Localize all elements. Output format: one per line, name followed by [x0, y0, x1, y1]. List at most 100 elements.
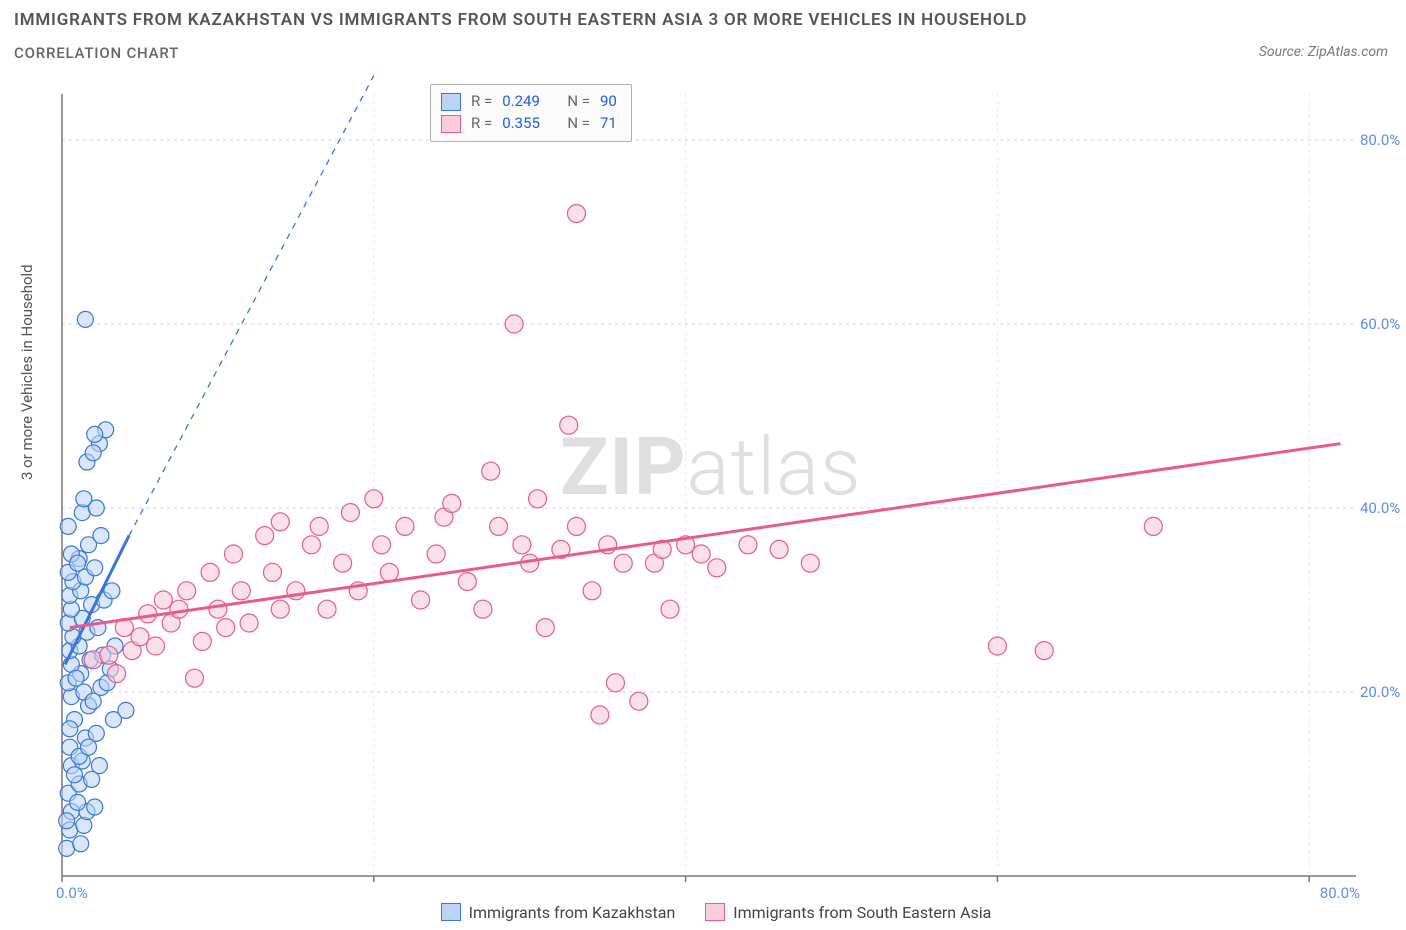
scatter-point-sea [232, 582, 250, 600]
legend-label-kz: Immigrants from Kazakhstan [469, 903, 676, 922]
scatter-point-sea [474, 600, 492, 618]
scatter-point-sea [708, 559, 726, 577]
scatter-point-kz [85, 445, 101, 461]
scatter-point-sea [170, 600, 188, 618]
scatter-point-sea [739, 536, 757, 554]
scatter-point-sea [365, 490, 383, 508]
scatter-point-sea [583, 582, 601, 600]
scatter-point-sea [427, 545, 445, 563]
scatter-point-sea [193, 632, 211, 650]
scatter-point-sea [154, 591, 172, 609]
scatter-point-sea [263, 563, 281, 581]
scatter-point-sea [201, 563, 219, 581]
scatter-point-kz [93, 528, 109, 544]
r-label: R = [471, 113, 492, 135]
scatter-point-sea [692, 545, 710, 563]
scatter-point-kz [62, 721, 78, 737]
scatter-point-sea [224, 545, 242, 563]
stats-legend-row: R = 0.249 N = 90 [441, 91, 617, 113]
svg-text:60.0%: 60.0% [1360, 315, 1400, 333]
n-value-kz: 90 [600, 91, 617, 113]
svg-text:40.0%: 40.0% [1360, 499, 1400, 517]
scatter-point-sea [606, 674, 624, 692]
scatter-point-kz [59, 813, 75, 829]
legend-label-sea: Immigrants from South Eastern Asia [733, 903, 991, 922]
scatter-point-sea [536, 619, 554, 637]
scatter-point-sea [630, 692, 648, 710]
scatter-point-kz [77, 311, 93, 327]
scatter-point-sea [1035, 642, 1053, 660]
scatter-point-sea [256, 527, 274, 545]
scatter-point-kz [70, 794, 86, 810]
scatter-point-sea [302, 536, 320, 554]
svg-text:80.0%: 80.0% [1320, 884, 1360, 902]
scatter-point-sea [443, 494, 461, 512]
scatter-point-kz [87, 560, 103, 576]
scatter-point-sea [131, 628, 149, 646]
stats-legend-row: R = 0.355 N = 71 [441, 113, 617, 135]
scatter-point-sea [567, 517, 585, 535]
scatter-point-kz [68, 670, 84, 686]
scatter-point-sea [529, 490, 547, 508]
scatter-point-sea [560, 416, 578, 434]
scatter-point-kz [73, 836, 89, 852]
correlation-scatter-chart: 20.0% 40.0% 60.0% 80.0% 0.0% 80.0% [0, 0, 1406, 930]
scatter-point-kz [91, 758, 107, 774]
scatter-point-sea [490, 517, 508, 535]
scatter-point-sea [380, 563, 398, 581]
svg-text:80.0%: 80.0% [1360, 131, 1400, 149]
scatter-point-sea [614, 554, 632, 572]
scatter-point-sea [108, 665, 126, 683]
scatter-point-sea [240, 614, 258, 632]
legend-swatch-kz [441, 903, 461, 921]
scatter-point-sea [209, 600, 227, 618]
scatter-point-sea [147, 637, 165, 655]
scatter-point-sea [412, 591, 430, 609]
scatter-point-sea [341, 504, 359, 522]
r-value-sea: 0.355 [502, 113, 540, 135]
n-label: N = [567, 91, 590, 113]
scatter-point-sea [661, 600, 679, 618]
series-legend: Immigrants from Kazakhstan Immigrants fr… [0, 903, 1406, 922]
scatter-point-kz [60, 518, 76, 534]
scatter-point-sea [178, 582, 196, 600]
legend-swatch-sea [441, 115, 461, 133]
scatter-point-sea [458, 573, 476, 591]
scatter-point-sea [186, 669, 204, 687]
r-label: R = [471, 91, 492, 113]
scatter-point-sea [988, 637, 1006, 655]
scatter-point-kz [104, 583, 120, 599]
scatter-point-sea [318, 600, 336, 618]
svg-text:0.0%: 0.0% [56, 884, 88, 902]
n-value-sea: 71 [600, 113, 617, 135]
scatter-point-sea [513, 536, 531, 554]
scatter-point-sea [396, 517, 414, 535]
stats-legend: R = 0.249 N = 90 R = 0.355 N = 71 [430, 84, 632, 142]
svg-text:20.0%: 20.0% [1360, 683, 1400, 701]
r-value-kz: 0.249 [502, 91, 540, 113]
scatter-point-sea [310, 517, 328, 535]
scatter-point-kz [76, 491, 92, 507]
legend-swatch-sea [705, 903, 725, 921]
scatter-point-sea [217, 619, 235, 637]
n-label: N = [567, 113, 590, 135]
scatter-point-sea [505, 315, 523, 333]
trend-line-dashed-kz [129, 76, 374, 536]
scatter-point-kz [87, 426, 103, 442]
scatter-point-sea [1144, 517, 1162, 535]
scatter-point-sea [271, 513, 289, 531]
scatter-point-sea [770, 540, 788, 558]
scatter-point-sea [801, 554, 819, 572]
scatter-point-kz [85, 693, 101, 709]
scatter-point-kz [70, 555, 86, 571]
scatter-point-kz [118, 702, 134, 718]
scatter-point-sea [373, 536, 391, 554]
scatter-point-kz [66, 767, 82, 783]
scatter-point-sea [482, 462, 500, 480]
scatter-point-sea [100, 646, 118, 664]
scatter-point-kz [81, 739, 97, 755]
scatter-point-sea [139, 605, 157, 623]
scatter-point-sea [567, 205, 585, 223]
scatter-point-sea [591, 706, 609, 724]
scatter-point-sea [334, 554, 352, 572]
